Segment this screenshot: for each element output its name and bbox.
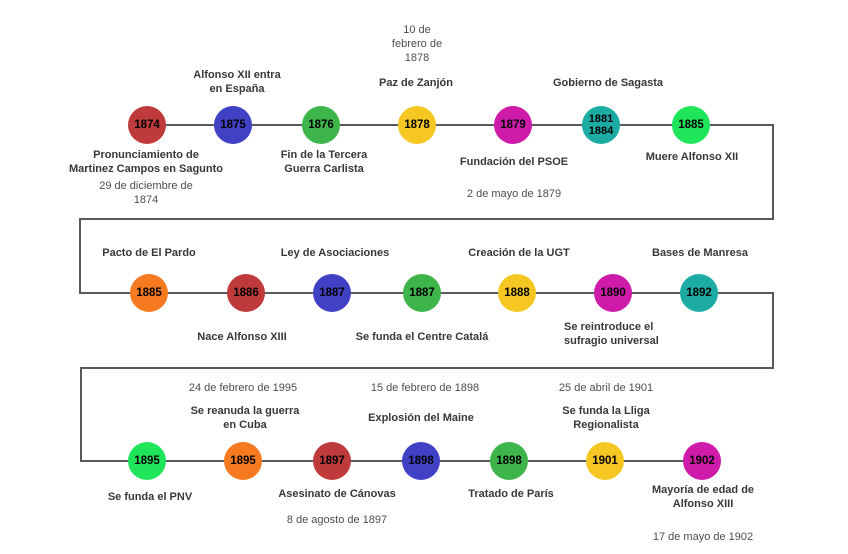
- event-title-1874: Pronunciamiento de Martinez Campos en Sa…: [68, 149, 224, 175]
- node-year-label: 1881: [588, 112, 614, 125]
- node-year-label: 1885: [678, 118, 704, 131]
- timeline-node-1887: 1887: [313, 274, 351, 312]
- node-year-label: 1888: [504, 286, 530, 299]
- node-year-label: 1895: [230, 454, 256, 467]
- event-date-1874: 29 de diciembre de 1874: [99, 180, 193, 206]
- node-year-label: 1902: [689, 454, 715, 467]
- timeline-node-1885: 1885: [130, 274, 168, 312]
- event-title-1902: Mayoría de edad de Alfonso XIII: [651, 484, 755, 510]
- event-title-1901: Se funda la Lliga Regionalista: [562, 405, 650, 431]
- node-year-label: 1874: [134, 118, 160, 131]
- node-year-label: 1886: [233, 286, 259, 299]
- event-title-1895: Se funda el PNV: [107, 491, 193, 503]
- node-year-label: 1892: [686, 286, 712, 299]
- node-year-label: 1876: [308, 118, 334, 131]
- node-year-label: 1901: [592, 454, 618, 467]
- event-title-1898: Tratado de París: [468, 488, 554, 500]
- event-title-1879: Fundación del PSOE: [459, 156, 569, 168]
- timeline-node-1898: 1898: [402, 442, 440, 480]
- event-title-1875: Alfonso XII entra en España: [193, 69, 281, 95]
- timeline-node-1876: 1876: [302, 106, 340, 144]
- event-date-1895: 24 de febrero de 1995: [188, 382, 298, 394]
- timeline-node-1878: 1878: [398, 106, 436, 144]
- event-title-1890: Se reintroduce el sufragio universal: [564, 321, 659, 347]
- node-year-label: 1887: [409, 286, 435, 299]
- event-title-1888: Creación de la UGT: [468, 247, 570, 259]
- timeline-node-1895: 1895: [224, 442, 262, 480]
- event-title-1886: Nace Alfonso XIII: [197, 331, 287, 343]
- event-date-1901: 25 de abril de 1901: [558, 382, 654, 394]
- timeline-node-1888: 1888: [498, 274, 536, 312]
- timeline-node-1892: 1892: [680, 274, 718, 312]
- timeline-node-1875: 1875: [214, 106, 252, 144]
- node-year-label: 1879: [500, 118, 526, 131]
- node-year-label: 1898: [496, 454, 522, 467]
- timeline-node-1897: 1897: [313, 442, 351, 480]
- timeline-node-1881-1884: 1881 1884: [582, 106, 620, 144]
- timeline-node-1901: 1901: [586, 442, 624, 480]
- node-year-label: 1875: [220, 118, 246, 131]
- event-date-1897: 8 de agosto de 1897: [286, 514, 388, 526]
- event-title-1881-1884: Gobierno de Sagasta: [552, 77, 664, 89]
- node-year-label: 1887: [319, 286, 345, 299]
- timeline-node-1902: 1902: [683, 442, 721, 480]
- timeline-node-1879: 1879: [494, 106, 532, 144]
- event-title-1892: Bases de Manresa: [652, 247, 748, 259]
- event-title-1878: Paz de Zanjón: [379, 77, 453, 89]
- event-title-1897: Asesinato de Cánovas: [278, 488, 396, 500]
- node-year-label: 1885: [136, 286, 162, 299]
- timeline-node-1886: 1886: [227, 274, 265, 312]
- event-title-1898: Explosión del Maine: [368, 412, 474, 424]
- node-year-label: 1897: [319, 454, 345, 467]
- timeline-node-1890: 1890: [594, 274, 632, 312]
- event-date-1898: 15 de febrero de 1898: [370, 382, 480, 394]
- node-year-label: 1878: [404, 118, 430, 131]
- event-date-1879: 2 de mayo de 1879: [466, 188, 562, 200]
- event-title-1895: Se reanuda la guerra en Cuba: [190, 405, 300, 431]
- event-title-1885: Muere Alfonso XII: [645, 151, 739, 163]
- event-title-1887: Se funda el Centre Catalá: [355, 331, 489, 343]
- timeline-node-1874: 1874: [128, 106, 166, 144]
- timeline-node-1898: 1898: [490, 442, 528, 480]
- event-date-1902: 17 de mayo de 1902: [652, 531, 754, 543]
- node-year-label: 1884: [588, 125, 614, 137]
- node-year-label: 1898: [408, 454, 434, 467]
- event-title-1876: Fin de la Tercera Guerra Carlista: [280, 149, 368, 175]
- timeline-node-1895: 1895: [128, 442, 166, 480]
- event-date-1878: 10 de febrero de 1878: [391, 24, 443, 64]
- event-title-1885: Pacto de El Pardo: [102, 247, 196, 259]
- node-year-label: 1895: [134, 454, 160, 467]
- timeline-node-1885: 1885: [672, 106, 710, 144]
- node-year-label: 1890: [600, 286, 626, 299]
- timeline-node-1887: 1887: [403, 274, 441, 312]
- event-title-1887: Ley de Asociaciones: [280, 247, 390, 259]
